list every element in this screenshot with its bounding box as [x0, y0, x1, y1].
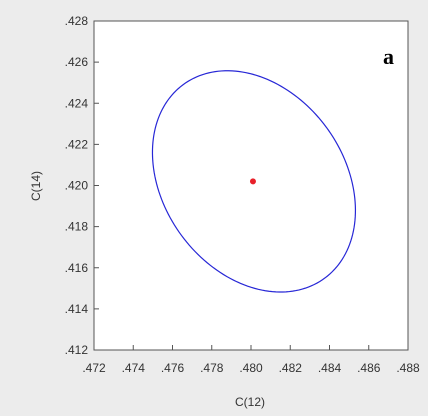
plot-area	[93, 20, 409, 351]
confidence-ellipse	[151, 70, 357, 293]
x-tick-label: .476	[161, 361, 185, 375]
y-axis-title: C(14)	[29, 171, 43, 201]
x-axis: .472 .474 .476 .478 .480 .482 .484 .486 .488	[82, 345, 420, 375]
x-tick-label: .484	[318, 361, 342, 375]
x-tick-label: .474	[122, 361, 146, 375]
x-tick-label: .480	[239, 361, 263, 375]
x-tick-label: .472	[82, 361, 106, 375]
x-axis-title: C(12)	[235, 395, 265, 409]
x-tick-label: .488	[396, 361, 420, 375]
y-axis: .412 .414 .416 .418 .420 .422 .424 .426 .428	[65, 14, 99, 357]
panel-label: a	[383, 44, 394, 69]
y-tick-label: .414	[65, 302, 89, 316]
y-tick-label: .424	[65, 96, 89, 110]
y-tick-label: .422	[65, 137, 89, 151]
y-tick-label: .418	[65, 220, 89, 234]
y-tick-label: .416	[65, 261, 89, 275]
y-tick-label: .412	[65, 343, 89, 357]
x-tick-label: .482	[279, 361, 303, 375]
y-tick-label: .428	[65, 14, 89, 28]
x-tick-label: .478	[200, 361, 224, 375]
y-tick-label: .426	[65, 55, 89, 69]
x-tick-label: .486	[357, 361, 381, 375]
y-tick-label: .420	[65, 179, 89, 193]
estimate-point	[249, 178, 256, 185]
